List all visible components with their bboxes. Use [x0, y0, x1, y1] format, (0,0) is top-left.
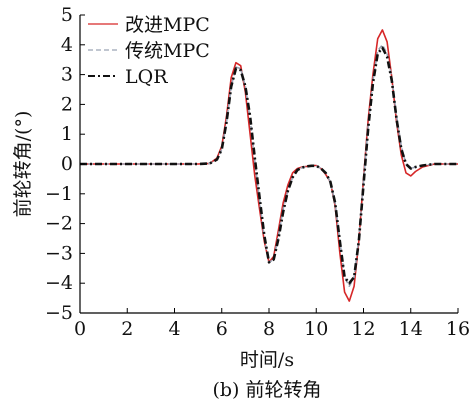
- y-tick-label: −5: [45, 302, 73, 324]
- x-tick-label: 4: [168, 318, 180, 340]
- y-tick-label: −4: [45, 272, 73, 294]
- y-tick-label: 3: [61, 64, 73, 86]
- legend-label-3: LQR: [125, 66, 168, 88]
- x-tick-label: 10: [304, 318, 328, 340]
- y-tick-label: −3: [45, 242, 73, 264]
- y-tick-label: −2: [45, 213, 73, 235]
- x-tick-label: 14: [399, 318, 423, 340]
- x-axis-label: 时间/s: [240, 349, 294, 371]
- legend-label-2: 传统MPC: [125, 40, 210, 62]
- y-axis-label: 前轮转角/(°): [12, 111, 34, 218]
- plot-lines: [80, 29, 458, 302]
- legend-label-1: 改进MPC: [125, 14, 210, 36]
- x-tick-label: 6: [216, 318, 228, 340]
- x-tick-label: 0: [74, 318, 86, 340]
- y-tick-label: −1: [45, 183, 73, 205]
- y-tick-label: 4: [61, 34, 73, 56]
- y-tick-label: 1: [61, 123, 73, 145]
- x-tick-label: 8: [263, 318, 275, 340]
- legend: 改进MPC 传统MPC LQR: [88, 14, 210, 88]
- x-tick-label: 12: [351, 318, 375, 340]
- series-line-3: [80, 46, 458, 285]
- figure-caption: (b) 前轮转角: [212, 379, 321, 401]
- y-tick-label: 5: [61, 4, 73, 26]
- y-tick-label: 0: [61, 153, 73, 175]
- x-tick-label: 16: [446, 318, 470, 340]
- y-tick-label: 2: [61, 93, 73, 115]
- x-tick-label: 2: [121, 318, 133, 340]
- series-line-1: [80, 29, 458, 302]
